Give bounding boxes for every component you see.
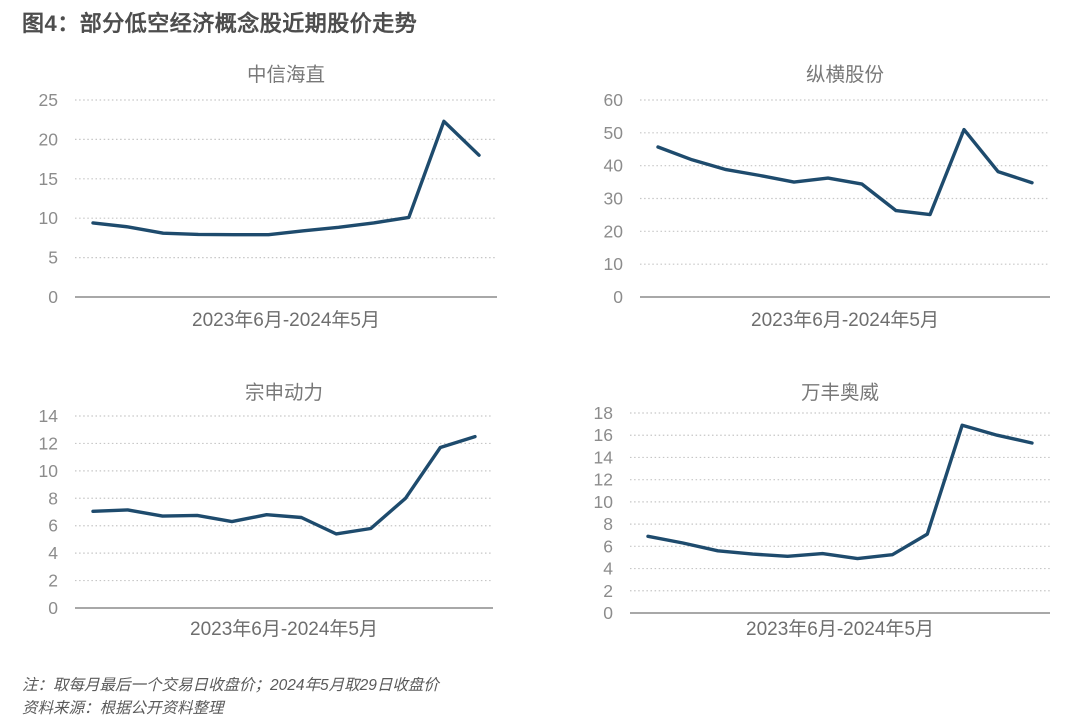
y-tick-label: 15	[39, 169, 58, 189]
y-tick-label: 4	[48, 543, 58, 563]
figure-title: 图4：部分低空经济概念股近期股价走势	[22, 11, 418, 36]
y-tick-label: 2	[603, 581, 613, 601]
chart-title-wanfengaowei: 万丰奥威	[800, 382, 879, 404]
x-axis-label: 2023年6月-2024年5月	[192, 310, 380, 331]
y-tick-label: 6	[48, 516, 58, 536]
y-tick-label: 50	[604, 123, 624, 143]
y-tick-label: 0	[613, 287, 623, 307]
y-tick-label: 14	[39, 406, 59, 426]
figure-footnote: 注：取每月最后一个交易日收盘价；2024年5月取29日收盘价 资料来源：根据公开…	[22, 674, 439, 720]
y-tick-label: 16	[594, 425, 613, 445]
y-tick-label: 4	[603, 559, 613, 579]
footnote-source-line: 资料来源：根据公开资料整理	[22, 700, 224, 717]
y-tick-label: 0	[603, 603, 613, 623]
chart-title-zongshendongli: 宗申动力	[244, 382, 323, 404]
line-chart-zonghenggufen: 0 10 20 30 40 50 60	[604, 90, 1050, 307]
chart-title-zonghenggufen: 纵横股份	[805, 64, 884, 86]
y-tick-label: 60	[604, 90, 624, 110]
y-tick-label: 6	[603, 536, 613, 556]
y-tick-label: 0	[48, 287, 58, 307]
line-chart-zhongxinhaizhi: 0 5 10 15 20 25	[39, 90, 497, 307]
price-series-line	[656, 127, 1034, 217]
line-chart-zongshendongli: 0 2 4 6 8 10 12 14	[39, 406, 493, 618]
price-series-line	[91, 119, 481, 237]
y-tick-label: 12	[39, 433, 58, 453]
y-tick-label: 10	[604, 254, 624, 274]
y-tick-label: 8	[48, 488, 58, 508]
y-tick-label: 14	[594, 447, 614, 467]
y-tick-label: 10	[39, 208, 59, 228]
y-tick-label: 12	[594, 470, 613, 490]
y-tick-label: 2	[48, 571, 58, 591]
y-tick-label: 10	[39, 461, 59, 481]
y-tick-label: 10	[594, 492, 614, 512]
y-tick-label: 40	[604, 156, 624, 176]
y-tick-label: 5	[48, 248, 58, 268]
y-tick-label: 18	[594, 403, 613, 423]
y-tick-label: 0	[48, 598, 58, 618]
y-tick-label: 20	[39, 129, 59, 149]
x-axis-label: 2023年6月-2024年5月	[190, 619, 378, 640]
chart-title-zhongxinhaizhi: 中信海直	[246, 64, 325, 86]
footnote-note-line: 注：取每月最后一个交易日收盘价；2024年5月取29日收盘价	[22, 677, 439, 694]
y-tick-label: 30	[604, 189, 624, 209]
y-tick-label: 25	[39, 90, 58, 110]
y-tick-label: 8	[603, 514, 613, 534]
x-axis-label: 2023年6月-2024年5月	[751, 310, 939, 331]
price-series-line	[646, 423, 1034, 561]
price-series-line	[91, 434, 477, 536]
x-axis-label: 2023年6月-2024年5月	[746, 619, 934, 640]
y-tick-label: 20	[604, 221, 624, 241]
